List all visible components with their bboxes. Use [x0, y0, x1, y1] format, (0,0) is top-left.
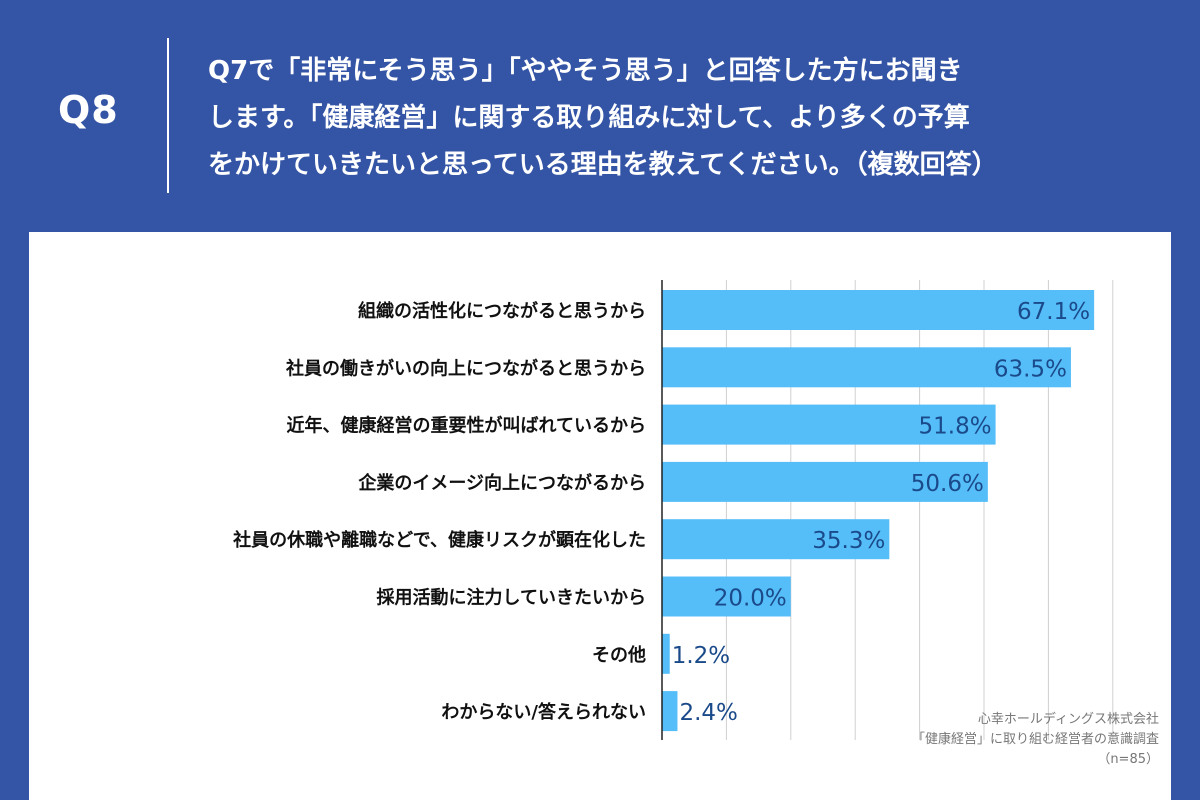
- bar-7: [662, 633, 670, 674]
- source-company: 心幸ホールディングス株式会社: [977, 712, 1159, 727]
- category-label-6: 採用活動に注力していきたいから: [377, 587, 646, 609]
- value-label-4: 50.6%: [911, 471, 984, 497]
- question-line-1: Q7で「非常にそう思う」「ややそう思う」と回答した方にお聞き: [208, 56, 963, 86]
- bar-5: [662, 519, 890, 560]
- bar-6: [662, 576, 791, 617]
- source-note: 心幸ホールディングス株式会社 「健康経営」に取り組む経営者の意識調査 （n=85…: [912, 710, 1159, 770]
- chart-panel: 組織の活性化につながると思うから 67.1% 社員の働きがいの向上につながると思うか…: [29, 232, 1171, 800]
- category-label-7: その他: [592, 644, 646, 666]
- category-label-1: 組織の活性化につながると思うから: [358, 300, 646, 322]
- value-label-6: 20.0%: [714, 586, 787, 612]
- question-number: Q8: [58, 88, 119, 132]
- bar-3: [662, 404, 996, 445]
- category-label-3: 近年、健康経営の重要性が叫ばれているから: [287, 415, 646, 437]
- question-line-3: をかけていきたいと思っている理由を教えてください。（複数回答）: [208, 150, 998, 180]
- value-label-5: 35.3%: [812, 528, 885, 554]
- header: Q8 Q7で「非常にそう思う」「ややそう思う」と回答した方にお聞き します。「健…: [0, 0, 1200, 232]
- category-label-4: 企業のイメージ向上につながるから: [357, 472, 646, 494]
- bar-2: [662, 347, 1071, 388]
- bar-8: [662, 691, 678, 732]
- value-label-2: 63.5%: [994, 356, 1067, 382]
- category-label-5: 社員の休職や離職などで、健康リスクが顕在化した: [233, 529, 646, 551]
- value-label-7: 1.2%: [672, 643, 730, 669]
- question-text: Q7で「非常にそう思う」「ややそう思う」と回答した方にお聞き します。「健康経営…: [208, 48, 1168, 189]
- category-label-8: わからない/答えられない: [441, 701, 646, 723]
- value-label-1: 67.1%: [1017, 299, 1090, 325]
- header-divider: [167, 38, 169, 193]
- question-line-2: します。「健康経営」に関する取り組みに対して、より多くの予算: [208, 103, 970, 133]
- value-label-8: 2.4%: [679, 700, 737, 726]
- category-label-2: 社員の働きがいの向上につながると思うから: [286, 357, 646, 379]
- bar-1: [662, 290, 1095, 330]
- value-label-3: 51.8%: [919, 414, 992, 440]
- bar-chart: 組織の活性化につながると思うから 67.1% 社員の働きがいの向上につながると思うか…: [233, 280, 1114, 740]
- source-survey: 「健康経営」に取り組む経営者の意識調査: [911, 732, 1159, 747]
- source-sample: （n=85）: [1097, 752, 1159, 767]
- bar-4: [662, 461, 988, 502]
